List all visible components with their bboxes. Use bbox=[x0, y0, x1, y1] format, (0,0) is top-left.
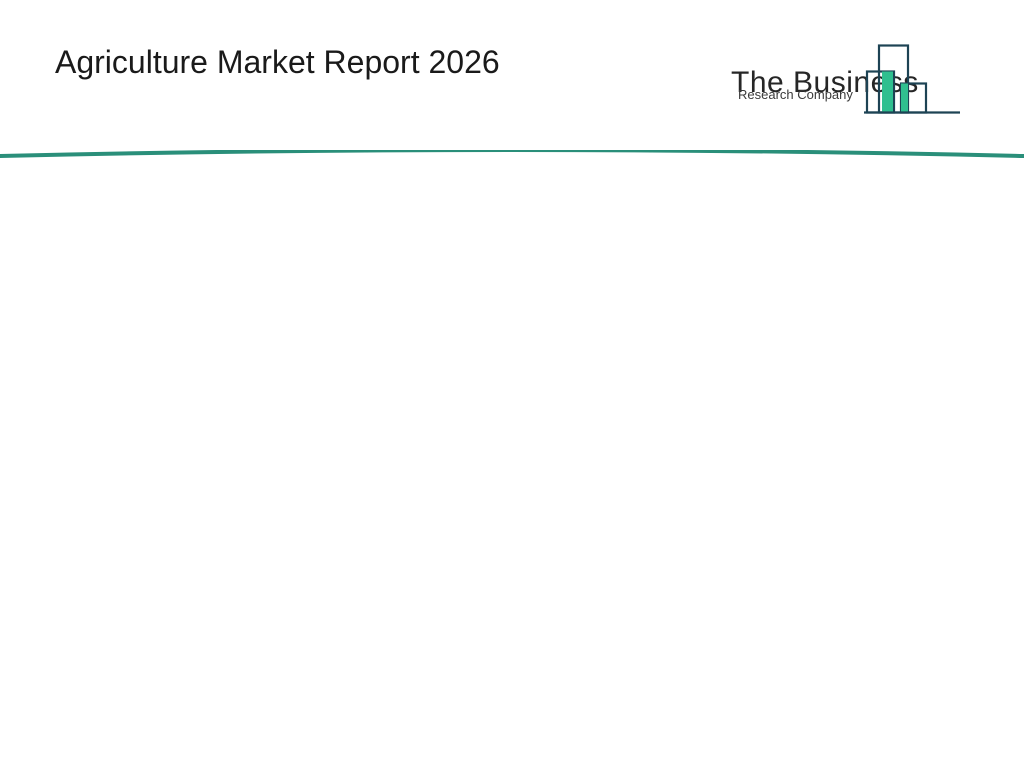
svg-text:Research Company: Research Company bbox=[738, 87, 853, 102]
